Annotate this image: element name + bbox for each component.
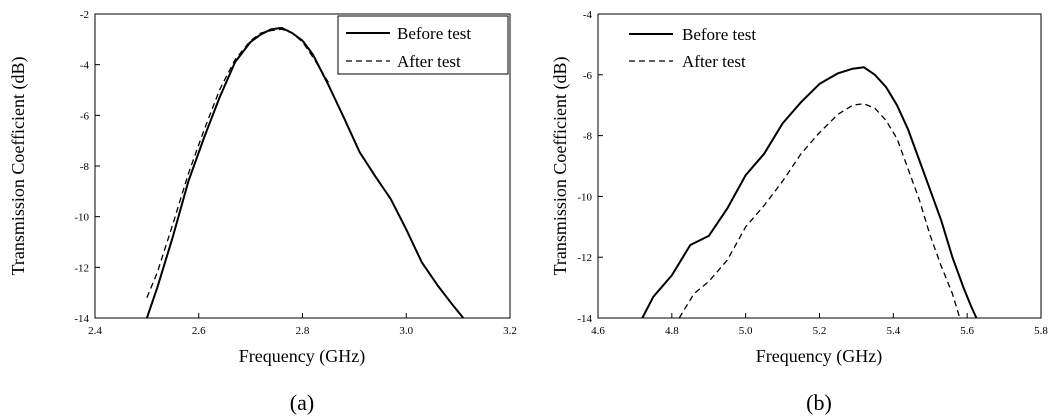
y-tick-label: -12 — [577, 252, 592, 264]
y-tick-label: -8 — [583, 131, 593, 143]
y-tick-label: -2 — [80, 9, 89, 21]
y-tick-label: -6 — [583, 70, 593, 82]
x-tick-label: 2.8 — [296, 325, 310, 337]
x-tick-label: 3.0 — [399, 325, 413, 337]
y-axis-label-a: Transmission Coefficient (dB) — [8, 56, 29, 275]
x-tick-label: 4.8 — [665, 325, 679, 337]
y-tick-label: -4 — [583, 9, 593, 21]
caption-a: (a) — [290, 390, 314, 415]
y-tick-label: -14 — [74, 313, 89, 325]
x-tick-label: 3.2 — [503, 325, 517, 337]
x-ticks-b: 4.6 4.8 5.0 5.2 5.4 5.6 5.8 — [591, 313, 1048, 337]
y-ticks-b: -4 -6 -8 -10 -12 -14 — [577, 9, 603, 325]
caption-b: (b) — [806, 390, 832, 415]
y-tick-label: -4 — [80, 60, 90, 72]
y-tick-label: -10 — [74, 212, 89, 224]
legend-label-before-test-b: Before test — [682, 25, 756, 44]
legend-label-after-test-b: After test — [682, 52, 746, 71]
x-tick-label: 5.6 — [960, 325, 974, 337]
x-tick-label: 5.0 — [739, 325, 753, 337]
y-tick-label: -10 — [577, 191, 592, 203]
x-tick-label: 2.6 — [192, 325, 206, 337]
x-tick-label: 5.8 — [1034, 325, 1048, 337]
legend-box-a — [337, 15, 509, 75]
y-ticks-a: -2 -4 -6 -8 -10 -12 -14 — [74, 9, 100, 325]
y-tick-label: -14 — [577, 313, 592, 325]
y-axis-label-b: Transmission Coefficient (dB) — [550, 56, 571, 275]
legend-b: Before test After test — [602, 16, 772, 74]
x-tick-label: 4.6 — [591, 325, 605, 337]
legend-a: Before test After test — [337, 15, 509, 75]
x-tick-label: 5.4 — [886, 325, 900, 337]
series-layer-b — [641, 66, 978, 319]
y-tick-label: -6 — [80, 110, 90, 122]
legend-label-before-test-a: Before test — [397, 24, 471, 43]
x-axis-label-b: Frequency (GHz) — [756, 346, 882, 367]
legend-box-b — [602, 16, 772, 74]
legend-label-after-test-a: After test — [397, 52, 461, 71]
x-tick-label: 2.4 — [88, 325, 102, 337]
series-line-after-test-a — [146, 28, 329, 298]
x-ticks-a: 2.4 2.6 2.8 3.0 3.2 — [88, 313, 517, 337]
y-tick-label: -8 — [80, 161, 90, 173]
series-line-after-test-b — [678, 103, 961, 319]
chart-panel-a: 2.4 2.6 2.8 3.0 3.2 -2 -4 -6 -8 -10 -12 -14 Freque… — [8, 9, 517, 415]
y-tick-label: -12 — [74, 262, 89, 274]
x-axis-label-a: Frequency (GHz) — [239, 346, 365, 367]
series-line-before-test-b — [641, 66, 978, 319]
x-tick-label: 5.2 — [813, 325, 827, 337]
series-layer-a — [145, 26, 465, 319]
chart-panel-b: 4.6 4.8 5.0 5.2 5.4 5.6 5.8 -4 -6 -8 -10 -12 -14 Fr… — [550, 9, 1048, 415]
